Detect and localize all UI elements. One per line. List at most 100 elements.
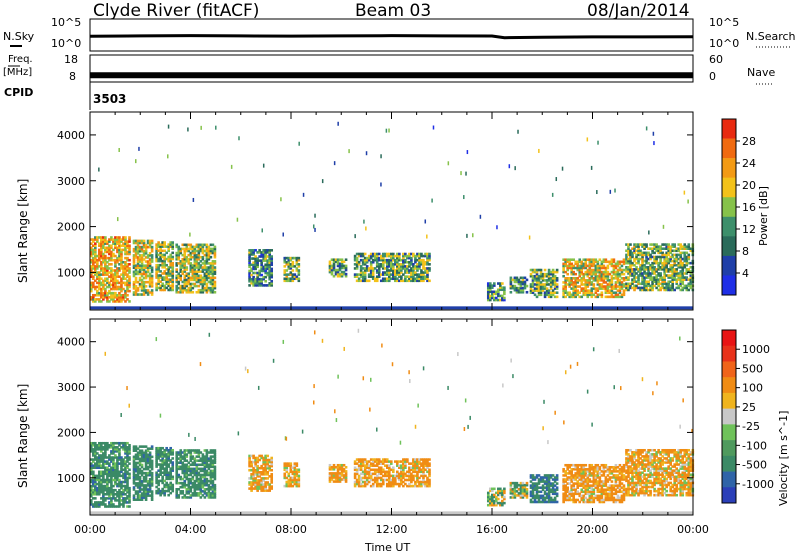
power-cell	[342, 260, 346, 264]
power-cell	[330, 268, 334, 272]
power-cell	[102, 291, 105, 295]
power-cell	[197, 266, 201, 269]
power-cell	[120, 252, 123, 256]
power-cell	[90, 238, 93, 241]
power-cell	[199, 276, 203, 280]
power-cell	[102, 287, 105, 291]
power-cell	[422, 258, 425, 262]
power-cell	[264, 271, 267, 275]
power-cell	[94, 238, 97, 241]
power-cell	[541, 279, 545, 282]
power-cell	[199, 270, 203, 273]
power-cell	[367, 258, 371, 262]
power-cell	[258, 284, 261, 287]
power-cell	[297, 277, 301, 281]
power-cell	[114, 258, 117, 262]
power-cell	[122, 298, 125, 301]
power-cell	[262, 249, 265, 252]
power-cell	[398, 269, 401, 272]
power-speck	[596, 190, 598, 195]
power-cell	[270, 279, 274, 283]
power-cell	[340, 262, 344, 266]
power-cell	[381, 252, 385, 256]
nave-label: Nave	[747, 66, 776, 79]
power-cell	[100, 254, 103, 258]
power-cell	[92, 258, 95, 262]
power-cell	[185, 268, 189, 271]
power-cell	[136, 272, 140, 276]
power-cell	[144, 256, 148, 259]
power-cell	[106, 273, 109, 276]
power-cell	[344, 264, 348, 268]
power-cell	[167, 257, 170, 261]
power-cell	[165, 251, 168, 255]
power-cell	[513, 288, 517, 292]
power-cell	[270, 282, 274, 285]
power-cell	[398, 258, 401, 262]
power-cell	[537, 287, 541, 290]
power-cell	[373, 279, 377, 283]
power-cell	[193, 245, 197, 249]
power-cell	[268, 273, 271, 277]
power-cell	[104, 260, 107, 264]
power-cell	[521, 276, 525, 280]
power-cell	[410, 256, 413, 260]
nave-tick-high: 60	[709, 53, 723, 66]
power-cell	[126, 279, 129, 283]
power-cell	[122, 293, 125, 297]
power-cell	[116, 269, 119, 272]
power-cell	[195, 284, 199, 288]
power-speck	[424, 219, 427, 224]
power-cell	[163, 270, 166, 273]
power-cell	[120, 256, 123, 260]
power-cell	[98, 291, 101, 295]
power-cell	[503, 288, 506, 292]
power-cell	[357, 279, 361, 283]
power-cell	[493, 284, 496, 287]
power-cell	[140, 239, 144, 243]
power-cell	[175, 290, 179, 294]
power-cell	[132, 282, 136, 286]
power-cell	[338, 264, 342, 268]
power-cell	[398, 256, 401, 260]
power-cell	[157, 253, 160, 257]
power-cell	[90, 252, 93, 256]
power-cell	[406, 279, 409, 283]
power-cell	[128, 275, 131, 278]
freq-panel-frame	[89, 54, 694, 83]
power-speck	[365, 226, 367, 231]
power-cell	[410, 275, 413, 278]
power-cell	[203, 274, 207, 278]
power-cell	[406, 254, 409, 258]
power-cell	[297, 271, 301, 274]
power-cell	[426, 273, 429, 276]
power-cell	[157, 268, 160, 271]
power-cell	[256, 273, 259, 277]
power-cell	[205, 249, 209, 253]
power-cell	[124, 252, 127, 256]
power-cell	[379, 263, 383, 266]
power-cell	[332, 262, 336, 266]
power-cell	[375, 252, 379, 256]
power-cell	[134, 245, 138, 249]
power-cell	[266, 251, 269, 254]
power-cell	[118, 236, 121, 239]
power-cell	[361, 252, 365, 256]
power-cell	[387, 275, 391, 278]
power-cell	[132, 260, 136, 263]
power-cell	[420, 269, 423, 272]
power-cell	[126, 298, 129, 301]
power-cell	[254, 263, 257, 267]
power-cell	[181, 264, 185, 267]
power-cell	[207, 245, 211, 249]
power-cell	[416, 273, 419, 276]
power-cell	[163, 241, 166, 244]
power-cell	[248, 273, 251, 277]
power-cell	[165, 263, 168, 267]
power-cell	[209, 272, 213, 275]
power-cell	[98, 271, 101, 274]
power-cell	[108, 246, 111, 250]
power-cell	[148, 274, 152, 278]
power-cell	[128, 279, 131, 283]
power-cell	[167, 268, 170, 271]
